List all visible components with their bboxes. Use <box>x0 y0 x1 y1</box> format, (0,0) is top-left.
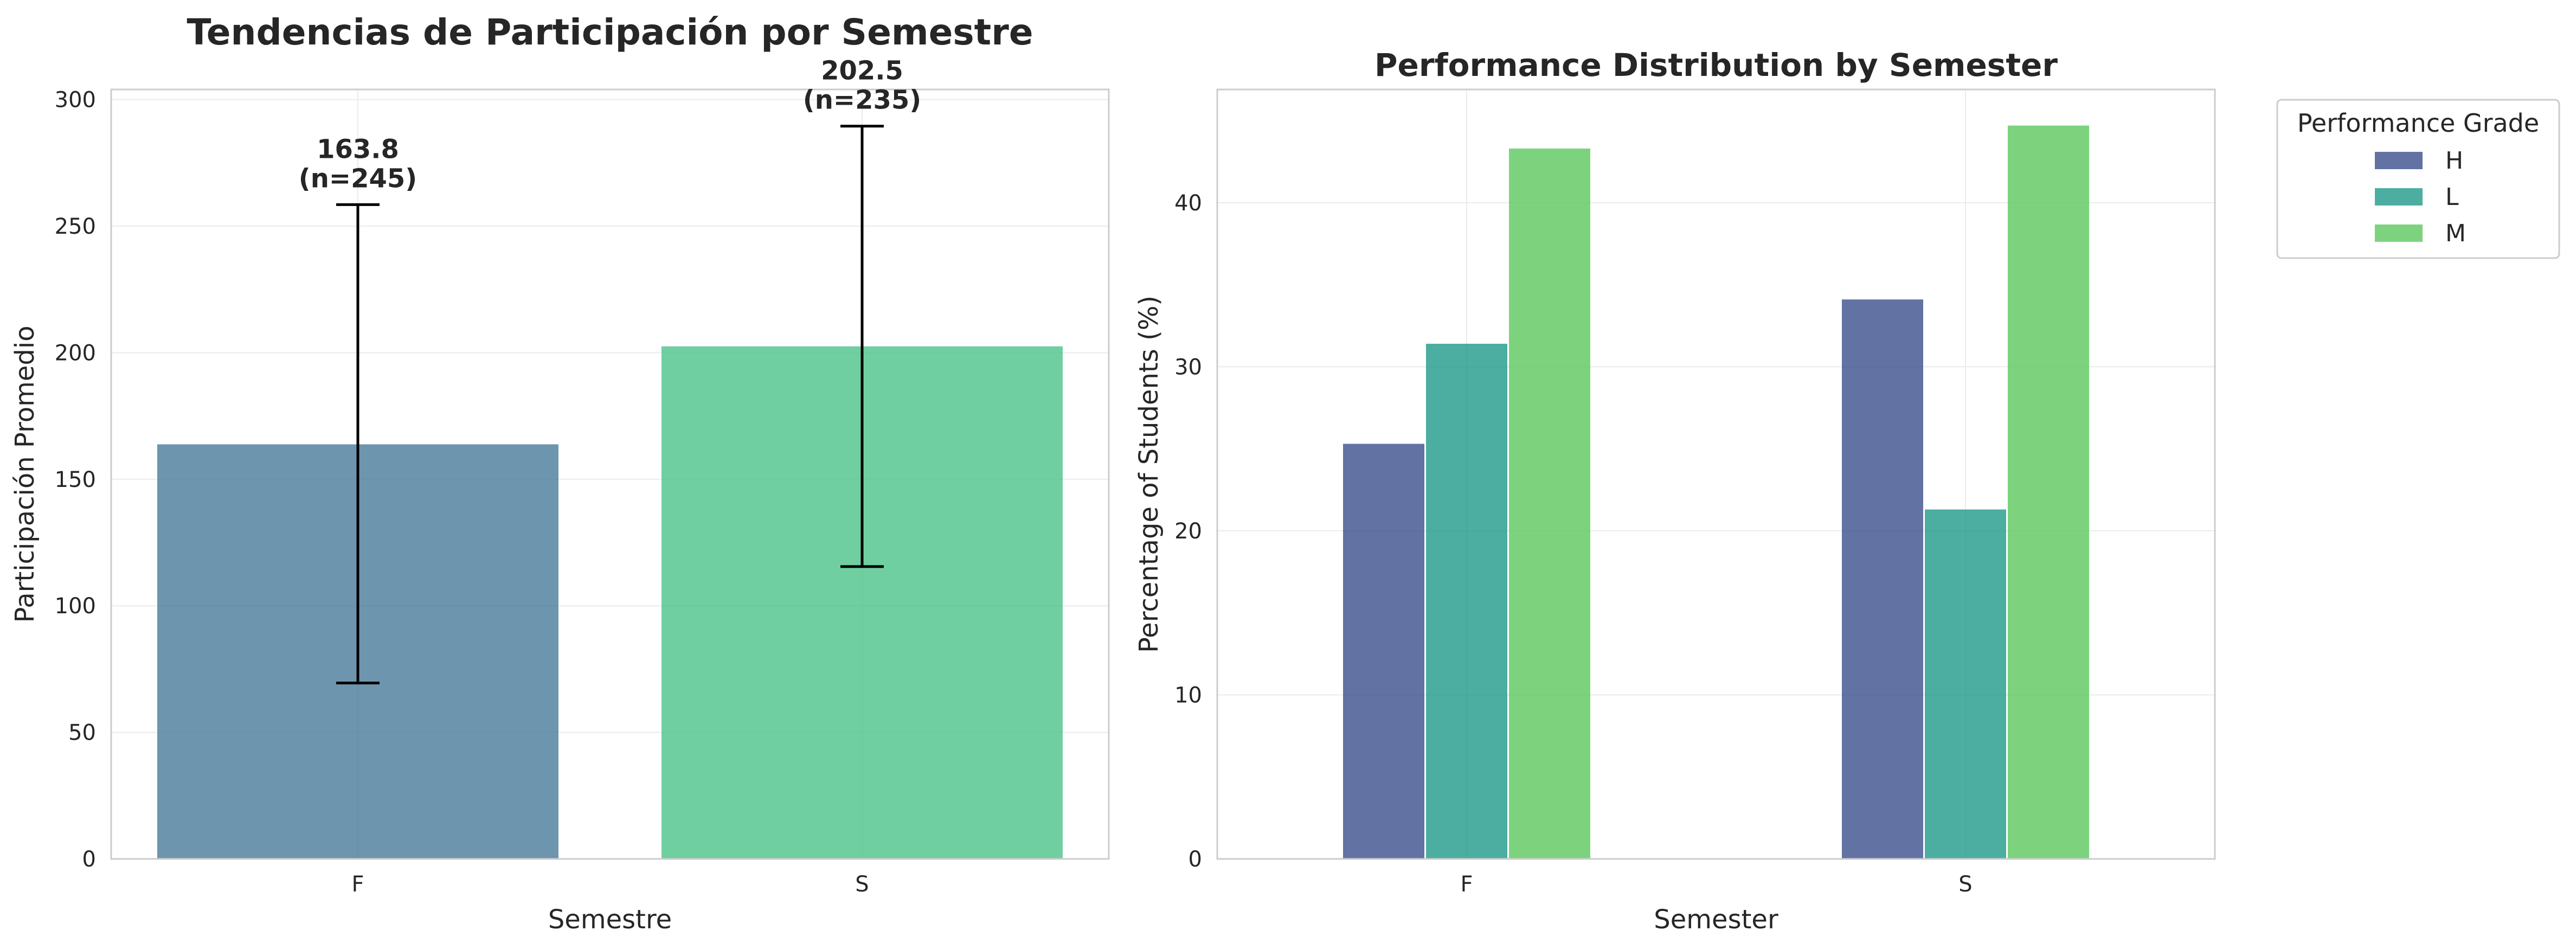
legend-label-M: M <box>2445 220 2466 247</box>
bar-F-M <box>1509 148 1590 859</box>
left-y-tick-label: 300 <box>55 88 96 113</box>
left-y-tick-labels: 0 50 100 150 200 250 300 <box>55 88 96 872</box>
left-y-tick-label: 0 <box>82 847 96 872</box>
left-y-tick-label: 150 <box>55 467 96 492</box>
bar-annotation-count: (n=235) <box>803 85 921 115</box>
right-y-tick-label: 10 <box>1174 683 1202 708</box>
right-axes-frame <box>1216 88 2216 860</box>
legend-label-L: L <box>2445 183 2459 211</box>
bar-S-M <box>2008 125 2089 859</box>
bar-annotation-value: 202.5 <box>821 56 903 86</box>
legend: Performance Grade HLM <box>2276 99 2560 259</box>
right-bars <box>1343 125 2089 859</box>
right-x-tick-label: F <box>1460 872 1473 897</box>
legend-swatch-H <box>2375 152 2423 169</box>
right-y-tick-label: 20 <box>1174 519 1202 544</box>
left-x-tick-label: S <box>855 872 869 897</box>
right-x-axis-label: Semester <box>1654 904 1778 935</box>
bar-F-H <box>1343 444 1424 859</box>
bar-annotation-count: (n=245) <box>299 163 417 194</box>
left-y-axis-label: Participación Promedio <box>10 325 40 622</box>
right-y-tick-label: 40 <box>1174 191 1202 216</box>
left-y-tick-label: 50 <box>68 721 96 746</box>
bar-S-H <box>1842 299 1923 859</box>
left-x-axis-label: Semestre <box>548 904 672 935</box>
legend-label-H: H <box>2445 147 2463 175</box>
bar-F-L <box>1426 343 1507 859</box>
left-chart-title: Tendencias de Participación por Semestre <box>187 11 1033 53</box>
left-bar-annotations: 163.8(n=245) 202.5(n=235) <box>299 56 921 194</box>
right-y-tick-label: 30 <box>1174 355 1202 380</box>
legend-swatch-M <box>2375 224 2423 242</box>
left-y-tick-label: 100 <box>55 594 96 619</box>
legend-title: Performance Grade <box>2297 108 2539 138</box>
right-y-tick-label: 0 <box>1189 847 1202 872</box>
right-y-axis-label: Percentage of Students (%) <box>1134 296 1164 653</box>
right-x-tick-label: S <box>1958 872 1972 897</box>
left-x-tick-label: F <box>351 872 364 897</box>
left-y-tick-label: 200 <box>55 341 96 365</box>
legend-items: HLM <box>2375 147 2466 247</box>
right-y-tick-labels: 0 10 20 30 40 <box>1174 191 1202 872</box>
left-error-bars <box>336 125 884 685</box>
left-y-tick-label: 250 <box>55 214 96 239</box>
right-chart-title: Performance Distribution by Semester <box>1374 47 2058 84</box>
left-axes-frame <box>110 88 1110 860</box>
bar-annotation-value: 163.8 <box>317 134 399 164</box>
bar-S-L <box>1925 509 2006 859</box>
legend-box <box>2276 99 2560 259</box>
legend-swatch-L <box>2375 188 2423 206</box>
